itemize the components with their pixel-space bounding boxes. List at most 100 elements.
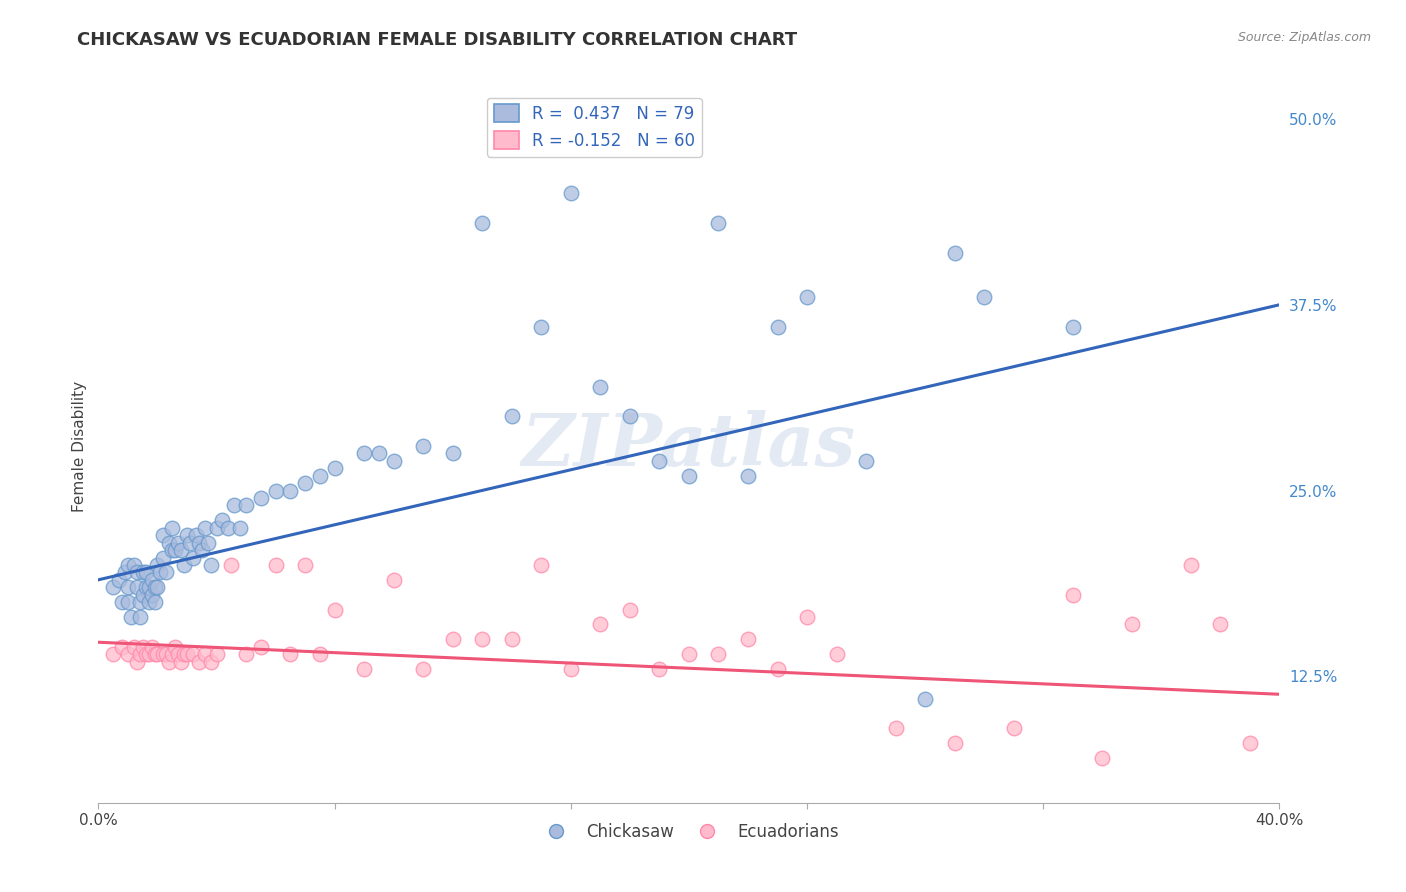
- Point: [309, 468, 332, 483]
- Point: [132, 588, 155, 602]
- Point: [152, 528, 174, 542]
- Point: [143, 595, 166, 609]
- Point: [441, 446, 464, 460]
- Point: [309, 647, 332, 661]
- Point: [146, 580, 169, 594]
- Point: [264, 483, 287, 498]
- Point: [152, 550, 174, 565]
- Point: [221, 558, 243, 572]
- Point: [205, 521, 228, 535]
- Point: [914, 691, 936, 706]
- Point: [165, 543, 187, 558]
- Point: [855, 454, 877, 468]
- Point: [323, 461, 346, 475]
- Point: [167, 647, 190, 661]
- Point: [162, 543, 183, 558]
- Point: [1091, 751, 1114, 765]
- Point: [250, 640, 273, 654]
- Point: [125, 655, 148, 669]
- Point: [187, 655, 209, 669]
- Point: [412, 662, 434, 676]
- Point: [117, 595, 139, 609]
- Point: [264, 558, 287, 572]
- Point: [1209, 617, 1232, 632]
- Point: [1002, 722, 1025, 736]
- Point: [589, 379, 612, 393]
- Point: [217, 521, 239, 535]
- Point: [135, 647, 157, 661]
- Point: [619, 409, 641, 424]
- Point: [141, 640, 163, 654]
- Point: [200, 655, 222, 669]
- Point: [135, 580, 157, 594]
- Point: [1062, 320, 1084, 334]
- Point: [141, 588, 163, 602]
- Point: [141, 573, 163, 587]
- Point: [173, 647, 195, 661]
- Point: [441, 632, 464, 647]
- Point: [117, 580, 139, 594]
- Point: [530, 558, 553, 572]
- Point: [200, 558, 222, 572]
- Point: [589, 617, 612, 632]
- Point: [280, 647, 302, 661]
- Point: [170, 543, 193, 558]
- Y-axis label: Female Disability: Female Disability: [72, 380, 87, 512]
- Point: [471, 632, 494, 647]
- Point: [211, 513, 233, 527]
- Point: [353, 662, 375, 676]
- Point: [170, 655, 193, 669]
- Point: [179, 535, 201, 549]
- Point: [737, 468, 759, 483]
- Point: [165, 640, 187, 654]
- Point: [138, 580, 160, 594]
- Point: [138, 647, 160, 661]
- Point: [143, 647, 166, 661]
- Text: CHICKASAW VS ECUADORIAN FEMALE DISABILITY CORRELATION CHART: CHICKASAW VS ECUADORIAN FEMALE DISABILIT…: [77, 31, 797, 49]
- Point: [707, 216, 730, 230]
- Point: [181, 647, 204, 661]
- Point: [1239, 736, 1261, 750]
- Point: [501, 409, 523, 424]
- Point: [224, 499, 246, 513]
- Point: [766, 320, 789, 334]
- Point: [128, 647, 150, 661]
- Point: [973, 290, 995, 304]
- Point: [162, 647, 183, 661]
- Point: [128, 610, 150, 624]
- Text: Source: ZipAtlas.com: Source: ZipAtlas.com: [1237, 31, 1371, 45]
- Point: [155, 647, 177, 661]
- Point: [229, 521, 252, 535]
- Point: [235, 647, 257, 661]
- Point: [294, 476, 316, 491]
- Point: [155, 566, 177, 580]
- Point: [125, 580, 148, 594]
- Point: [943, 736, 966, 750]
- Point: [103, 580, 125, 594]
- Point: [122, 640, 145, 654]
- Point: [146, 647, 169, 661]
- Point: [294, 558, 316, 572]
- Point: [471, 216, 494, 230]
- Point: [191, 543, 214, 558]
- Point: [167, 535, 190, 549]
- Point: [1121, 617, 1143, 632]
- Point: [184, 528, 207, 542]
- Point: [149, 566, 172, 580]
- Point: [560, 186, 582, 201]
- Point: [176, 647, 198, 661]
- Point: [122, 558, 145, 572]
- Point: [194, 521, 217, 535]
- Point: [1062, 588, 1084, 602]
- Point: [152, 647, 174, 661]
- Point: [648, 662, 671, 676]
- Point: [766, 662, 789, 676]
- Point: [138, 595, 160, 609]
- Point: [501, 632, 523, 647]
- Point: [382, 573, 405, 587]
- Point: [117, 647, 139, 661]
- Point: [678, 647, 700, 661]
- Point: [108, 573, 131, 587]
- Point: [128, 595, 150, 609]
- Point: [111, 640, 134, 654]
